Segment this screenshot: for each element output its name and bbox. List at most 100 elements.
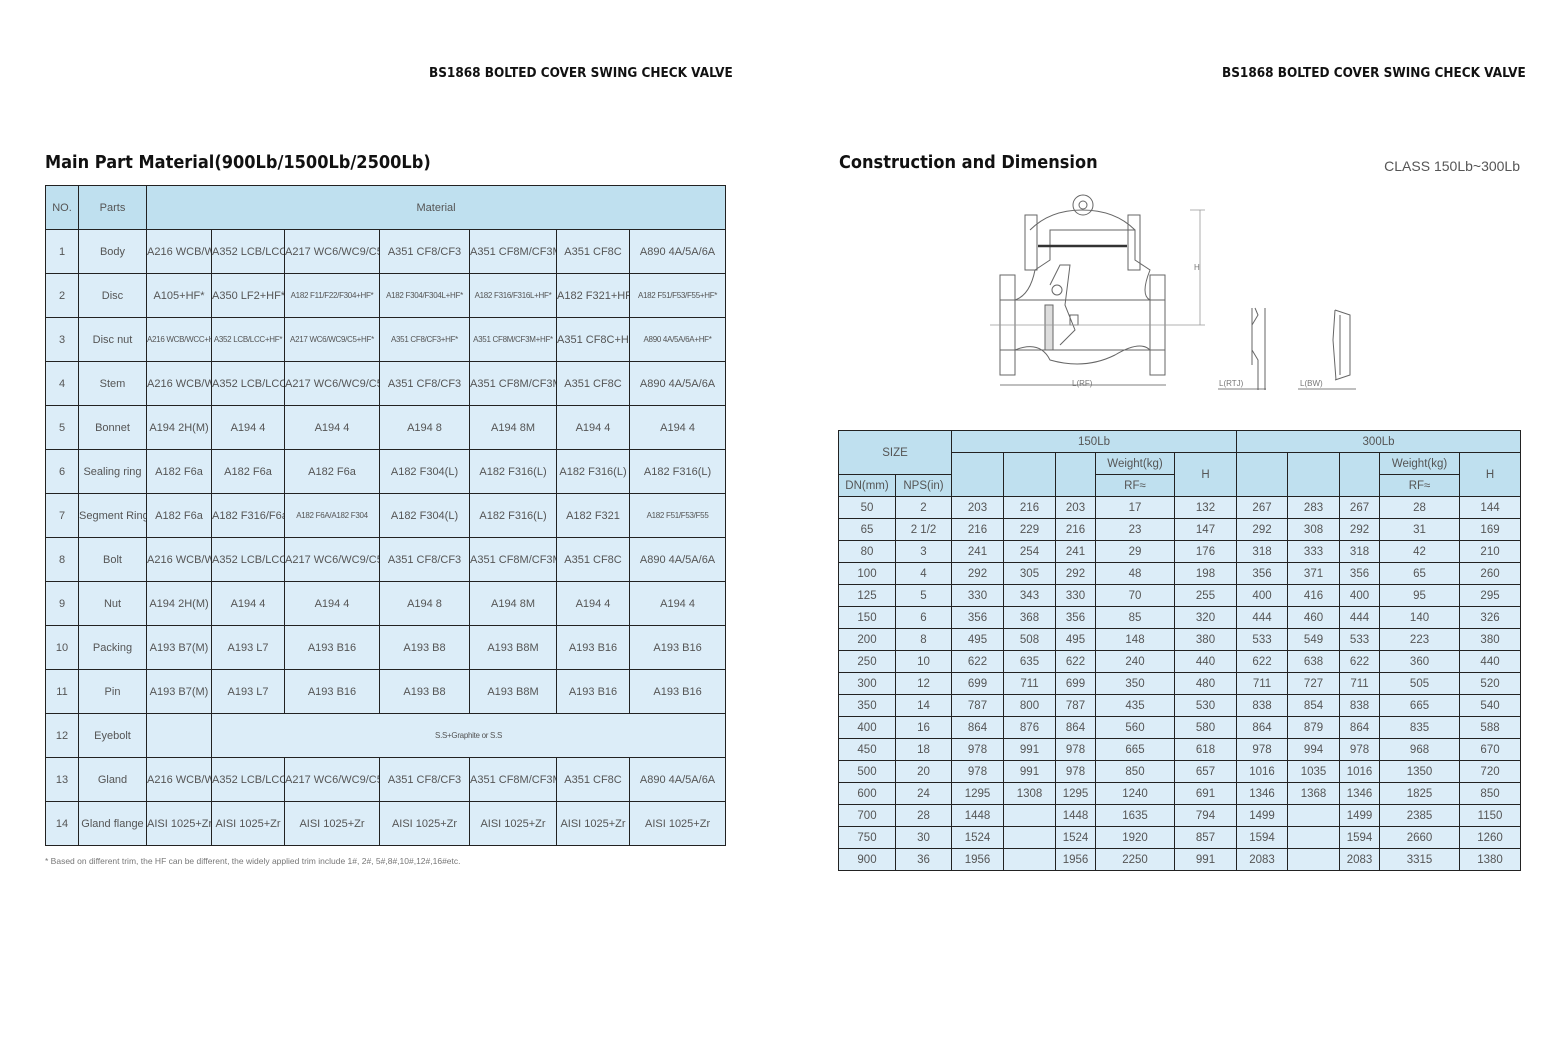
material-cell: A182 F6A/A182 F304	[284, 493, 380, 538]
dimension-cell: 750	[838, 826, 896, 849]
dimension-cell: 622	[1236, 650, 1289, 673]
part-name: Nut	[78, 581, 147, 626]
header-weight-150: Weight(kg)	[1095, 452, 1175, 475]
dimension-cell: 80	[838, 540, 896, 563]
dimension-cell: 3	[895, 540, 952, 563]
dimension-cell: 900	[838, 848, 896, 871]
dimension-cell: 8	[895, 628, 952, 651]
part-number: 8	[45, 537, 79, 582]
dimension-cell: 3315	[1379, 848, 1461, 871]
dimension-cell: 360	[1379, 650, 1461, 673]
dimension-cell: 1499	[1236, 804, 1289, 827]
dimension-cell: 549	[1287, 628, 1341, 651]
material-cell: A193 B8	[379, 625, 470, 670]
dimension-cell: 711	[1003, 672, 1056, 695]
dimension-cell: 838	[1339, 694, 1381, 717]
header-blank	[1339, 452, 1381, 497]
material-cell: A194 4	[284, 405, 380, 450]
dimension-cell: 508	[1003, 628, 1056, 651]
header-blank	[1055, 452, 1096, 497]
dimension-cell: 978	[1055, 760, 1096, 783]
header-blank	[1236, 452, 1289, 497]
header-no: NO.	[45, 185, 79, 230]
dimension-cell: 720	[1459, 760, 1522, 783]
material-cell: A217 WC6/WC9/C5	[284, 537, 380, 582]
material-cell: A351 CF8C	[556, 537, 630, 582]
dimension-row: 450 18 978 991 978 665 618 978 994 978 968 670	[838, 738, 1522, 761]
dimension-cell: 2 1/2	[895, 518, 952, 541]
material-cell: A194 2H(M)	[146, 581, 212, 626]
dimension-cell: 267	[1339, 496, 1381, 519]
dimension-cell: 450	[838, 738, 896, 761]
material-cell: AISI 1025+Zr	[379, 801, 470, 846]
dimension-cell: 800	[1003, 694, 1056, 717]
dimension-cell: 368	[1003, 606, 1056, 629]
dimension-cell: 864	[1339, 716, 1381, 739]
header-parts: Parts	[78, 185, 147, 230]
dimension-cell: 560	[1095, 716, 1175, 739]
dimension-cell: 216	[1003, 496, 1056, 519]
dimension-cell: 857	[1173, 826, 1238, 849]
material-cell: A182 F6a	[146, 493, 212, 538]
material-cell: A351 CF8C	[556, 757, 630, 802]
material-cell: A193 B8M	[469, 625, 557, 670]
dimension-cell: 1350	[1379, 760, 1461, 783]
dimension-row: 80 3 241 254 241 29 176 318 333 318 42 210	[838, 540, 1522, 563]
dimension-cell: 147	[1173, 518, 1238, 541]
dimension-cell: 14	[895, 694, 952, 717]
part-name: Bonnet	[78, 405, 147, 450]
dimension-cell: 700	[838, 804, 896, 827]
running-header-right: BS1868 BOLTED COVER SWING CHECK VALVE	[1222, 66, 1526, 81]
material-cell: A216 WCB/WCC	[146, 757, 212, 802]
dimension-cell: 400	[1339, 584, 1381, 607]
material-cell: A194 8M	[469, 581, 557, 626]
dimension-cell: 835	[1379, 716, 1461, 739]
material-cell: A890 4A/5A/6A	[628, 229, 727, 274]
material-cell: A182 F316(L)	[469, 493, 557, 538]
dimension-cell: 1150	[1459, 804, 1522, 827]
dimension-row: 250 10 622 635 622 240 440 622 638 622 360 440	[838, 650, 1522, 673]
part-name: Segment Ring	[78, 493, 147, 538]
dimension-cell: 65	[1379, 562, 1461, 585]
dimension-cell: 530	[1173, 694, 1238, 717]
material-cell: AISI 1025+Zr	[284, 801, 380, 846]
material-cell: A351 CF8C	[556, 229, 630, 274]
material-cell: A352 LCB/LCC	[211, 229, 285, 274]
dimension-cell: 29	[1095, 540, 1175, 563]
dimension-cell: 48	[1095, 562, 1175, 585]
material-cell: A193 B16	[284, 625, 380, 670]
valve-cross-section-drawing: H L(RF) L(RTJ) L(BW)	[990, 194, 1356, 390]
material-row: 7 Segment Ring A182 F6a A182 F316/F6a A182 F…	[45, 493, 727, 538]
label-l-rf: L(RF)	[1072, 379, 1093, 388]
header-blank	[951, 452, 1004, 497]
material-cell: A182 F51/F53/F55+HF*	[628, 273, 727, 318]
dimension-cell: 635	[1003, 650, 1056, 673]
dimension-cell: 260	[1459, 562, 1522, 585]
material-cell: A194 4	[284, 581, 380, 626]
dimension-cell: 85	[1095, 606, 1175, 629]
part-name: Stem	[78, 361, 147, 406]
dimension-cell: 580	[1173, 716, 1238, 739]
dimension-cell: 1499	[1339, 804, 1381, 827]
dimension-cell: 1016	[1236, 760, 1289, 783]
dimension-cell: 691	[1173, 782, 1238, 805]
dimension-cell: 2250	[1095, 848, 1175, 871]
material-cell: A193 B8M	[469, 669, 557, 714]
material-row: 9 Nut A194 2H(M) A194 4 A194 4 A194 8 A194 8M A…	[45, 581, 727, 626]
material-cell: A182 F316(L)	[556, 449, 630, 494]
dimension-cell: 638	[1287, 650, 1341, 673]
part-number: 4	[45, 361, 79, 406]
dimension-cell: 200	[838, 628, 896, 651]
dimension-cell	[1287, 826, 1341, 849]
dimension-row: 150 6 356 368 356 85 320 444 460 444 140 326	[838, 606, 1522, 629]
material-cell: A351 CF8M/CF3M	[469, 537, 557, 582]
rtj-end-detail	[1218, 307, 1266, 390]
dimension-cell: 1448	[951, 804, 1004, 827]
part-number: 2	[45, 273, 79, 318]
dimension-cell: 240	[1095, 650, 1175, 673]
material-cell: A105+HF*	[146, 273, 212, 318]
dimension-cell: 670	[1459, 738, 1522, 761]
dimension-cell: 1240	[1095, 782, 1175, 805]
